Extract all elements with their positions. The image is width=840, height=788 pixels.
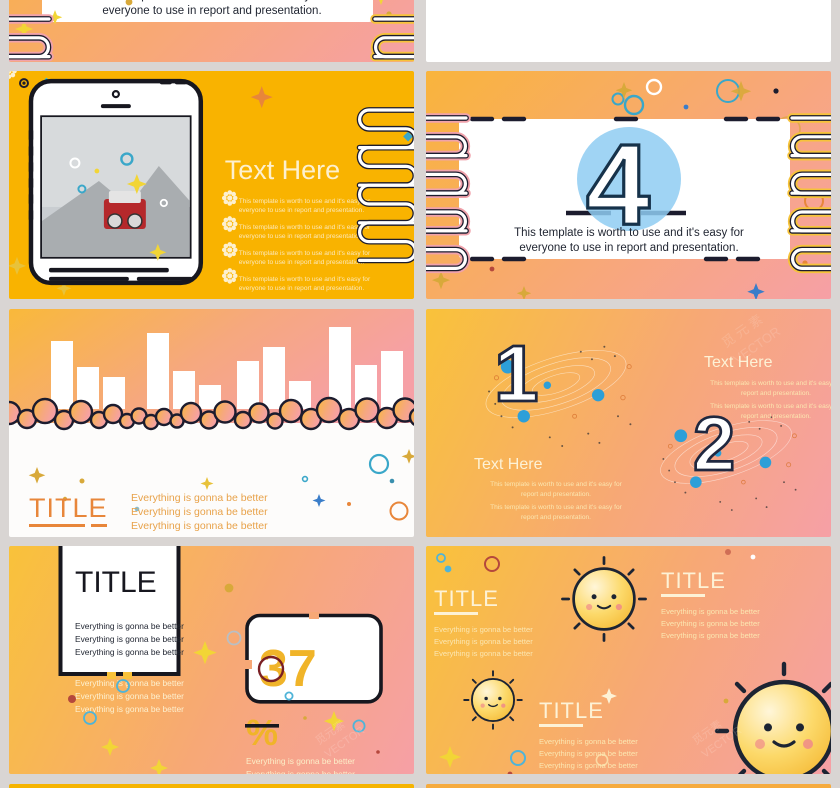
- svg-text:Everything is gonna be better: Everything is gonna be better: [75, 647, 184, 657]
- svg-text:1: 1: [494, 329, 539, 418]
- svg-text:TITLE: TITLE: [434, 586, 499, 611]
- svg-text:Everything is gonna be better: Everything is gonna be better: [434, 649, 533, 658]
- svg-text:everyone to use in report and: everyone to use in report and presentati…: [519, 242, 738, 254]
- svg-text:This template is worth to use: This template is worth to use and it's e…: [490, 481, 623, 488]
- svg-text:This template is worth to use: This template is worth to use and it's e…: [238, 250, 370, 257]
- svg-text:Everything is gonna be better: Everything is gonna be better: [434, 637, 533, 646]
- svg-text:TITLE: TITLE: [29, 493, 108, 523]
- svg-text:Everything is gonna be better: Everything is gonna be better: [75, 634, 184, 644]
- svg-text:TITLE: TITLE: [75, 566, 157, 599]
- svg-text:everyone to use in report and: everyone to use in report and presentati…: [238, 207, 364, 214]
- svg-text:Everything is gonna be better: Everything is gonna be better: [661, 619, 760, 628]
- svg-text:Everything is gonna be better: Everything is gonna be better: [661, 631, 760, 640]
- svg-text:Everything is gonna be better: Everything is gonna be better: [539, 749, 638, 758]
- svg-text:This template is worth to use: This template is worth to use and it's e…: [238, 198, 370, 205]
- svg-text:This template is worth to use: This template is worth to use and it's e…: [710, 403, 831, 410]
- svg-text:This template is worth to use: This template is worth to use and it's e…: [238, 276, 370, 283]
- svg-text:Everything is gonna be better: Everything is gonna be better: [75, 691, 184, 701]
- svg-text:Everything is gonna be better: Everything is gonna be better: [131, 520, 268, 532]
- svg-text:2: 2: [693, 402, 735, 487]
- svg-text:This template is worth to use: This template is worth to use and it's e…: [514, 227, 744, 239]
- svg-text:37: 37: [259, 640, 317, 698]
- svg-text:report and presentation.: report and presentation.: [741, 413, 811, 420]
- svg-text:Everything is gonna be better: Everything is gonna be better: [131, 492, 268, 504]
- svg-text:TITLE: TITLE: [539, 698, 604, 723]
- svg-text:This template is worth to use: This template is worth to use and it's e…: [490, 504, 623, 511]
- svg-text:Everything is gonna be better: Everything is gonna be better: [539, 737, 638, 746]
- svg-text:Everything is gonna be better: Everything is gonna be better: [661, 607, 760, 616]
- svg-text:%: %: [246, 712, 278, 753]
- svg-text:report and presentation.: report and presentation.: [521, 491, 591, 498]
- svg-text:This template is worth to use: This template is worth to use and it's e…: [710, 380, 831, 387]
- svg-text:Text Here: Text Here: [224, 155, 339, 185]
- svg-text:Text Here: Text Here: [474, 456, 543, 473]
- svg-text:This template is worth to use: This template is worth to use and it's e…: [238, 224, 370, 231]
- svg-text:Everything is gonna be better: Everything is gonna be better: [434, 625, 533, 634]
- svg-text:TITLE: TITLE: [661, 568, 726, 593]
- svg-text:everyone to use in report and: everyone to use in report and presentati…: [238, 259, 364, 266]
- svg-text:Everything is gonna be better: Everything is gonna be better: [246, 756, 355, 766]
- svg-text:report and presentation.: report and presentation.: [521, 514, 591, 521]
- svg-text:everyone to use in report and: everyone to use in report and presentati…: [102, 5, 321, 17]
- svg-text:Everything is gonna be better: Everything is gonna be better: [131, 506, 268, 518]
- svg-text:Everything is gonna be better: Everything is gonna be better: [246, 769, 355, 774]
- svg-text:Everything is gonna be better: Everything is gonna be better: [539, 761, 638, 770]
- svg-text:everyone to use in report and: everyone to use in report and presentati…: [238, 233, 364, 240]
- svg-text:report and presentation.: report and presentation.: [741, 390, 811, 397]
- svg-text:everyone to use in report and: everyone to use in report and presentati…: [238, 285, 364, 292]
- svg-text:Everything is gonna be better: Everything is gonna be better: [75, 621, 184, 631]
